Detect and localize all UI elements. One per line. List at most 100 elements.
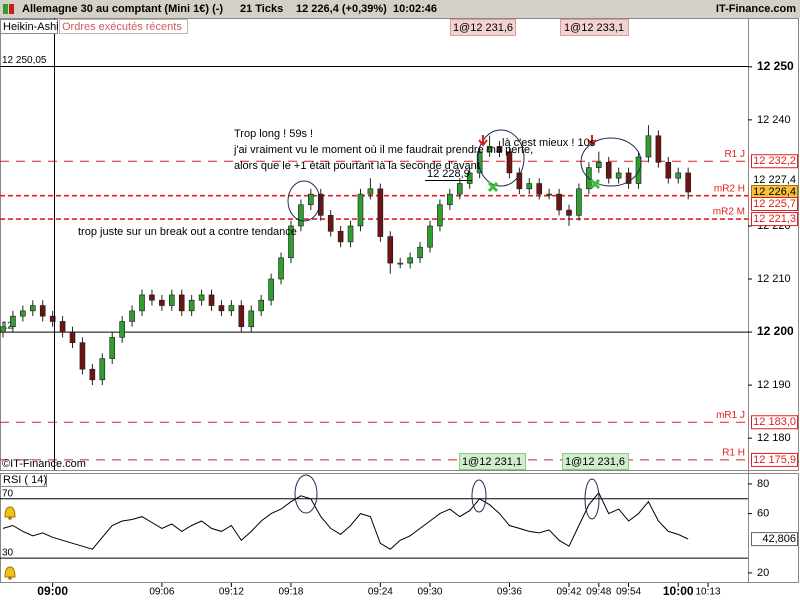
candle-body	[327, 215, 334, 232]
sell-arrow	[478, 135, 488, 147]
candle-body	[476, 151, 483, 174]
order-label: 1@12 231,6	[453, 22, 513, 34]
candle-body	[536, 183, 543, 195]
annotation: là c'est mieux ! 10s	[502, 137, 596, 149]
circle-mark	[477, 129, 525, 187]
candle-body	[427, 225, 433, 248]
candle-body	[159, 299, 165, 306]
tab-label[interactable]: Ordres exécutés récents	[62, 21, 182, 33]
candle-body	[357, 193, 364, 227]
price-box-label: 12 221,3	[753, 213, 796, 225]
candle-body	[278, 257, 284, 280]
price-box-label: 12 232,2	[753, 155, 796, 167]
rsi-panel	[0, 473, 799, 583]
price-box-label: 12 175,9	[753, 454, 796, 466]
price-box	[751, 154, 798, 169]
y-tick-label: 60	[757, 508, 769, 520]
candle-body	[546, 193, 552, 196]
candle-body	[218, 305, 225, 312]
bell-clapper[interactable]	[8, 516, 12, 520]
rsi-axis: 20 60 80 42,806	[748, 478, 798, 579]
candle-body	[397, 262, 404, 265]
brand: IT-Finance.com	[716, 3, 796, 15]
candle-body	[347, 225, 354, 243]
y-tick-label: 12 210	[757, 273, 791, 285]
candle-body	[506, 151, 513, 174]
price-box-label: 12 227,4	[753, 174, 796, 186]
candle-body	[39, 305, 46, 317]
candle-body	[645, 135, 652, 158]
candle-body	[188, 299, 195, 312]
alert-bell[interactable]	[4, 566, 16, 580]
candle-body	[407, 257, 413, 264]
order-box	[562, 453, 629, 470]
clock: 10:02:46	[393, 3, 437, 15]
candle-body	[208, 294, 215, 306]
candle-body	[10, 315, 16, 328]
x-tick-label: 09:36	[497, 587, 522, 598]
candle-body	[198, 294, 205, 301]
candle-body	[685, 172, 691, 193]
pivot-name: mR1 J	[716, 410, 745, 421]
candle-body	[615, 172, 622, 179]
tab[interactable]	[0, 19, 58, 34]
annotation: trop juste sur un break out a contre ten…	[78, 226, 297, 238]
candle-body	[139, 294, 145, 312]
rsi-value-box	[751, 532, 798, 547]
order-box	[459, 453, 526, 470]
candle-body	[516, 172, 523, 190]
x-tick-label: 09:42	[556, 587, 581, 598]
candle-body	[178, 294, 185, 312]
reference-label: 12	[2, 321, 14, 332]
price-box	[751, 212, 798, 227]
circle-mark	[580, 137, 642, 187]
pivot-name: mR2 H	[714, 183, 745, 194]
candle-body	[566, 209, 572, 216]
alert-bell[interactable]	[4, 506, 16, 520]
rsi-title-box	[0, 473, 47, 487]
candle-body	[387, 236, 394, 264]
candle-body	[665, 162, 672, 179]
price-box	[751, 197, 798, 212]
y-tick-label: 12 250	[757, 59, 794, 73]
x-tick-label: 10:00	[663, 584, 694, 598]
x-tick-label: 09:00	[37, 584, 68, 598]
circle-mark	[294, 474, 318, 514]
candle-body	[576, 188, 582, 216]
candle-body	[29, 305, 36, 312]
tab[interactable]	[59, 19, 188, 34]
circle-mark	[287, 180, 321, 222]
candle-body	[655, 135, 662, 163]
y-tick-label: 20	[757, 567, 769, 579]
app-icon	[3, 4, 8, 14]
rsi-plot: 70 30	[0, 488, 748, 559]
candle-body	[59, 321, 66, 333]
candle-body	[288, 225, 294, 259]
main-panel	[0, 18, 799, 471]
circle-mark	[471, 479, 487, 513]
candle-body	[109, 337, 116, 359]
order-label: 1@12 231,6	[565, 456, 625, 468]
candle-body	[377, 188, 384, 237]
candle-body	[496, 146, 503, 152]
x-tick-label: 09:18	[278, 587, 303, 598]
candle-body	[456, 183, 463, 195]
bell-icon[interactable]	[4, 566, 16, 578]
price-box-label: 12 183,0	[753, 416, 796, 428]
tick-count: 21 Ticks	[240, 3, 283, 15]
candle-body	[337, 230, 344, 243]
candle-body	[298, 204, 304, 227]
rsi-line	[2, 491, 689, 550]
candle-body	[317, 193, 324, 216]
x-tick-label: 09:12	[219, 587, 244, 598]
candle-body	[367, 188, 374, 195]
order-label: 1@12 233,1	[564, 22, 624, 34]
candle-body	[238, 305, 245, 328]
app-icon	[9, 4, 14, 14]
bell-icon[interactable]	[4, 506, 16, 518]
tab-label[interactable]: Heikin-Ashi	[3, 21, 59, 33]
sell-arrow	[587, 135, 597, 147]
bell-clapper[interactable]	[8, 576, 12, 580]
annotation: j'ai vraiment vu le moment où il me faud…	[233, 144, 533, 156]
